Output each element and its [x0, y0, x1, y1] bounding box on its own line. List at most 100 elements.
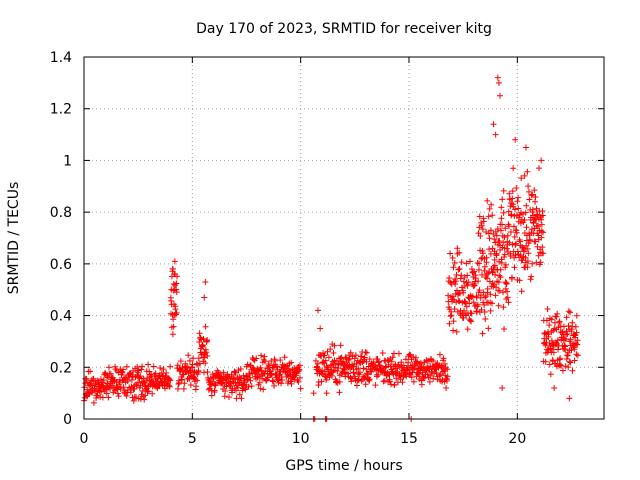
data-point — [174, 385, 181, 392]
data-point — [373, 373, 380, 380]
data-point — [84, 386, 91, 393]
data-point — [176, 379, 183, 386]
data-point — [322, 357, 329, 364]
data-point — [475, 266, 482, 273]
data-point — [509, 195, 516, 202]
data-point — [510, 165, 517, 172]
data-point — [342, 354, 349, 361]
data-point — [489, 268, 496, 275]
data-point — [456, 265, 463, 272]
data-point — [288, 359, 295, 366]
data-point — [500, 239, 507, 246]
data-point — [426, 378, 433, 385]
data-point — [485, 270, 492, 277]
data-point — [572, 340, 579, 347]
data-point — [470, 299, 477, 306]
data-point — [443, 384, 450, 391]
data-point — [514, 198, 521, 205]
data-point — [456, 249, 463, 256]
data-point — [146, 368, 153, 375]
data-point — [405, 359, 412, 366]
data-point — [368, 368, 375, 375]
data-point — [554, 310, 561, 317]
data-point — [525, 183, 532, 190]
data-point — [550, 349, 557, 356]
data-point — [559, 367, 566, 374]
data-point — [235, 384, 242, 391]
data-point — [566, 358, 573, 365]
data-point — [450, 327, 457, 334]
data-point — [362, 349, 369, 356]
data-point — [129, 373, 136, 380]
data-point — [181, 380, 188, 387]
data-point — [494, 226, 501, 233]
data-point — [394, 368, 401, 375]
data-point — [553, 313, 560, 320]
data-point — [555, 346, 562, 353]
data-point — [170, 316, 177, 323]
data-point — [261, 353, 268, 360]
data-point — [114, 390, 121, 397]
data-point — [476, 287, 483, 294]
data-point — [520, 211, 527, 218]
data-point — [449, 255, 456, 262]
data-point — [204, 353, 211, 360]
data-point — [318, 378, 325, 385]
data-point — [452, 280, 459, 287]
data-point — [107, 385, 114, 392]
data-point — [169, 266, 176, 273]
data-point — [523, 144, 529, 151]
data-point — [222, 387, 229, 394]
data-point — [156, 383, 163, 390]
data-point — [483, 228, 490, 235]
data-point — [489, 212, 496, 219]
data-point — [134, 363, 141, 370]
data-point — [463, 260, 470, 267]
data-point — [237, 366, 244, 373]
data-point — [471, 268, 478, 275]
data-point — [348, 378, 355, 385]
data-point — [515, 194, 522, 201]
data-point — [330, 367, 337, 374]
data-point — [500, 304, 507, 311]
data-point — [567, 336, 574, 343]
data-point — [501, 325, 508, 332]
data-point — [261, 358, 268, 365]
data-point — [350, 369, 357, 376]
data-point — [145, 361, 152, 368]
data-point — [525, 188, 532, 195]
data-point — [430, 375, 437, 382]
data-point — [259, 375, 266, 382]
data-point — [362, 381, 369, 388]
data-point — [344, 370, 351, 377]
data-point — [526, 196, 533, 203]
data-point — [242, 385, 249, 392]
data-point — [478, 219, 485, 226]
data-point — [556, 356, 563, 363]
data-point — [455, 297, 462, 304]
data-point — [124, 378, 131, 385]
data-point — [528, 226, 535, 233]
data-point — [135, 367, 142, 374]
data-point — [273, 363, 280, 370]
data-point — [452, 278, 459, 285]
data-point — [410, 378, 417, 385]
data-point — [257, 385, 264, 392]
data-point — [484, 197, 491, 204]
data-point — [522, 209, 529, 216]
data-point — [321, 368, 328, 375]
data-point — [166, 383, 173, 390]
data-point — [482, 293, 489, 300]
data-point — [389, 354, 396, 361]
x-tick-label: 15 — [400, 431, 418, 447]
data-point — [277, 357, 284, 364]
data-point — [499, 196, 506, 203]
data-point — [260, 356, 267, 363]
data-point — [447, 313, 454, 320]
data-point — [250, 356, 257, 363]
data-point — [498, 215, 505, 222]
data-point — [324, 348, 331, 355]
data-point — [172, 271, 178, 278]
data-point — [525, 250, 532, 257]
data-point — [566, 395, 573, 402]
